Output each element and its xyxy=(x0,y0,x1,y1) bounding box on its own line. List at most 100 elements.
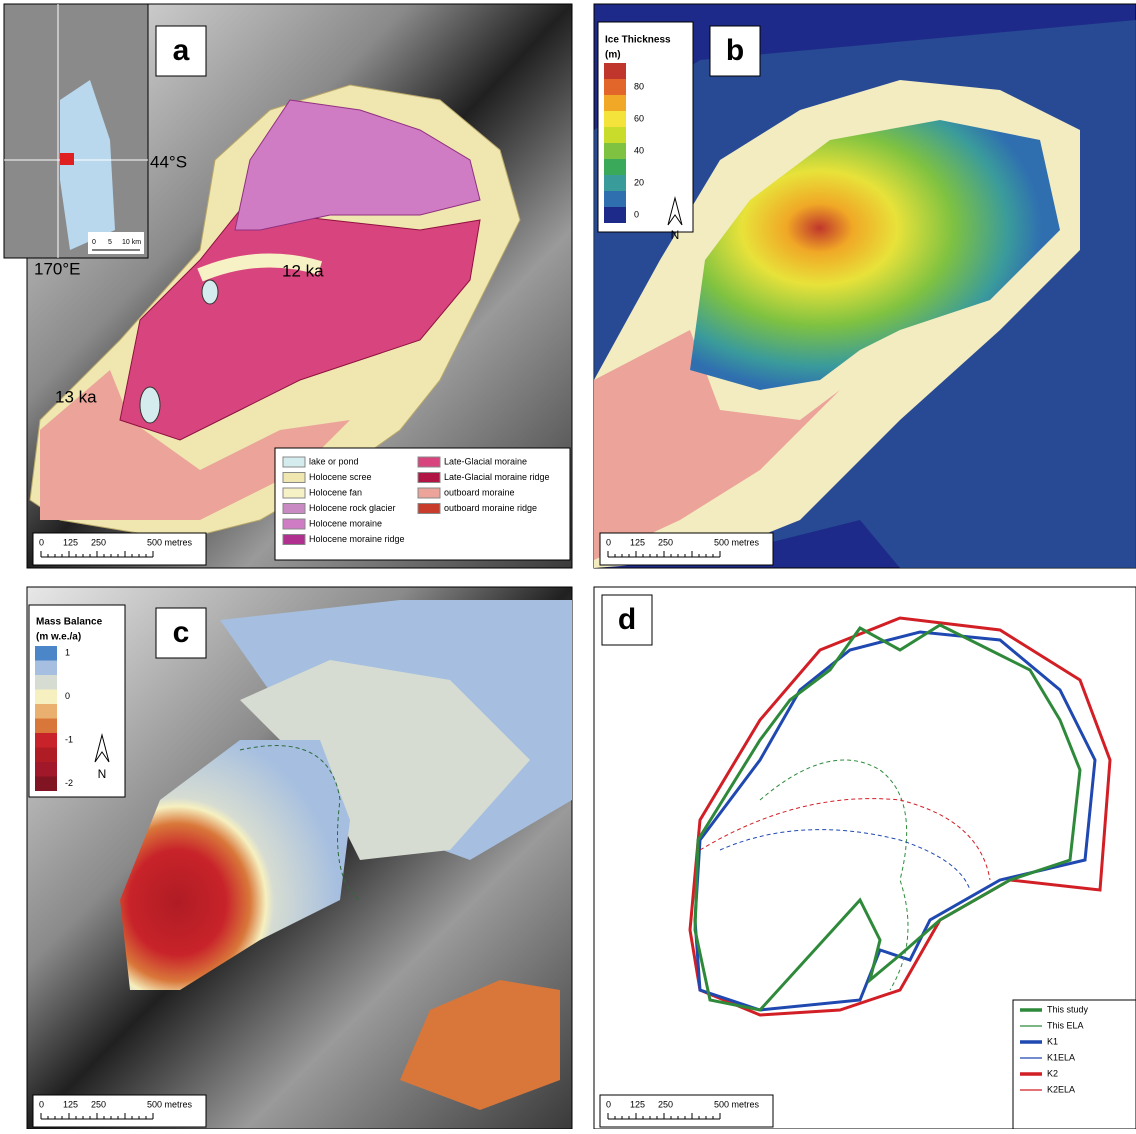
ela-line xyxy=(239,745,361,901)
lake xyxy=(201,279,219,305)
legend-label: 40 xyxy=(634,145,644,155)
outboard-moraine xyxy=(594,330,840,560)
legend-swatch xyxy=(35,733,57,748)
scale-label: 125 xyxy=(630,537,645,547)
north-label: N xyxy=(98,767,107,781)
scale-label: 250 xyxy=(91,1099,106,1109)
legend-label: 80 xyxy=(634,81,644,91)
legend-swatch xyxy=(604,95,626,111)
scale-label: 500 metres xyxy=(147,1099,193,1109)
scale-label: 125 xyxy=(63,537,78,547)
legend-swatch xyxy=(282,534,306,545)
holocene-moraine xyxy=(234,99,481,231)
scale-label: 250 xyxy=(658,1099,673,1109)
scale-label: 250 xyxy=(91,537,106,547)
negative-balance xyxy=(400,980,560,1110)
legend-title: (m w.e./a) xyxy=(36,632,81,643)
scale-box xyxy=(599,532,774,566)
ice-thickness xyxy=(690,120,1060,390)
legend-swatch xyxy=(282,503,306,514)
scale-label: 125 xyxy=(630,1099,645,1109)
legend-title: Mass Balance xyxy=(36,617,103,628)
north-arrow xyxy=(94,733,110,763)
legend-label: -2 xyxy=(65,778,73,788)
scale-label: 500 metres xyxy=(147,537,193,547)
legend-swatch xyxy=(604,191,626,207)
inset-scale-label: 10 km xyxy=(122,239,141,246)
legend-swatch xyxy=(282,472,306,483)
scale-label: 0 xyxy=(39,1099,44,1109)
fan xyxy=(197,253,323,282)
panel-c: Mass Balance (m w.e./a) N xyxy=(26,586,573,1130)
legend-label: outboard moraine ridge xyxy=(444,503,537,513)
legend-title: Ice Thickness xyxy=(605,35,671,46)
scale-box xyxy=(599,1094,774,1128)
legend-swatch xyxy=(417,472,441,483)
panel-label-box xyxy=(155,607,207,659)
scale-label: 125 xyxy=(63,1099,78,1109)
legend-label: Holocene rock glacier xyxy=(309,503,396,513)
panel-a: 0 5 10 km 44°S 170°E 12 ka 13 ka xyxy=(3,3,573,569)
legend-label: K1ELA xyxy=(1047,1052,1075,1062)
panel-label: a xyxy=(173,34,190,67)
k1-ela xyxy=(719,829,971,891)
legend-swatch xyxy=(35,704,57,719)
panel-label: c xyxy=(173,616,190,649)
panel-label-box xyxy=(155,25,207,77)
latitude-label: 44°S xyxy=(150,152,187,171)
legend-swatch xyxy=(282,487,306,499)
inset-scale-label: 5 xyxy=(108,239,112,246)
legend-label: Holocene scree xyxy=(309,472,372,482)
inset-lake xyxy=(60,80,115,250)
legend-label: 1 xyxy=(65,648,70,658)
north-label: N xyxy=(671,228,680,242)
legend-label: This study xyxy=(1047,1004,1089,1014)
legend-label: -1 xyxy=(65,735,73,745)
inset-scale-box xyxy=(88,232,144,254)
scale-label: 0 xyxy=(39,537,44,547)
legend-swatch xyxy=(282,518,306,530)
legend-label: This ELA xyxy=(1047,1020,1084,1030)
legend-swatch xyxy=(35,660,57,675)
annotation: 13 ka xyxy=(55,387,97,406)
inset-site xyxy=(60,153,74,165)
legend-label: 60 xyxy=(634,113,644,123)
panel-label-box xyxy=(601,594,653,646)
legend-swatch xyxy=(604,159,626,175)
legend-label: 20 xyxy=(634,177,644,187)
legend-swatch xyxy=(604,63,626,79)
north-arrow xyxy=(667,196,683,226)
this-study-outline xyxy=(693,623,1082,1012)
scale-box xyxy=(32,532,207,566)
legend-swatch xyxy=(417,487,441,499)
legend-swatch xyxy=(35,689,57,704)
legend-swatch xyxy=(35,776,57,791)
panel-label: b xyxy=(726,34,744,67)
legend-label: K2 xyxy=(1047,1068,1058,1078)
legend-label: Holocene moraine xyxy=(309,518,382,528)
scale-label: 500 metres xyxy=(714,1099,760,1109)
legend-swatch xyxy=(35,646,57,661)
legend-swatch xyxy=(35,718,57,733)
panel-label: d xyxy=(618,603,636,636)
neutral-balance xyxy=(240,660,530,860)
legend-swatch xyxy=(35,762,57,777)
panel-b: Ice Thickness (m) N xyxy=(593,3,1136,569)
this-ela xyxy=(759,759,909,991)
legend-label: lake or pond xyxy=(309,456,359,466)
legend-label: K2ELA xyxy=(1047,1084,1075,1094)
scale-box xyxy=(32,1094,207,1128)
panel-d xyxy=(593,586,1136,1130)
longitude-label: 170°E xyxy=(34,259,81,278)
legend-swatch xyxy=(417,456,441,468)
legend-label: K1 xyxy=(1047,1036,1058,1046)
panel-label-box xyxy=(709,25,761,77)
legend-swatch xyxy=(604,127,626,143)
legend-swatch xyxy=(604,79,626,95)
legend-label: Late-Glacial moraine ridge xyxy=(444,472,550,482)
negative-balance xyxy=(120,740,350,990)
legend-swatch xyxy=(282,456,306,468)
scale-label: 0 xyxy=(606,537,611,547)
scale-label: 500 metres xyxy=(714,537,760,547)
